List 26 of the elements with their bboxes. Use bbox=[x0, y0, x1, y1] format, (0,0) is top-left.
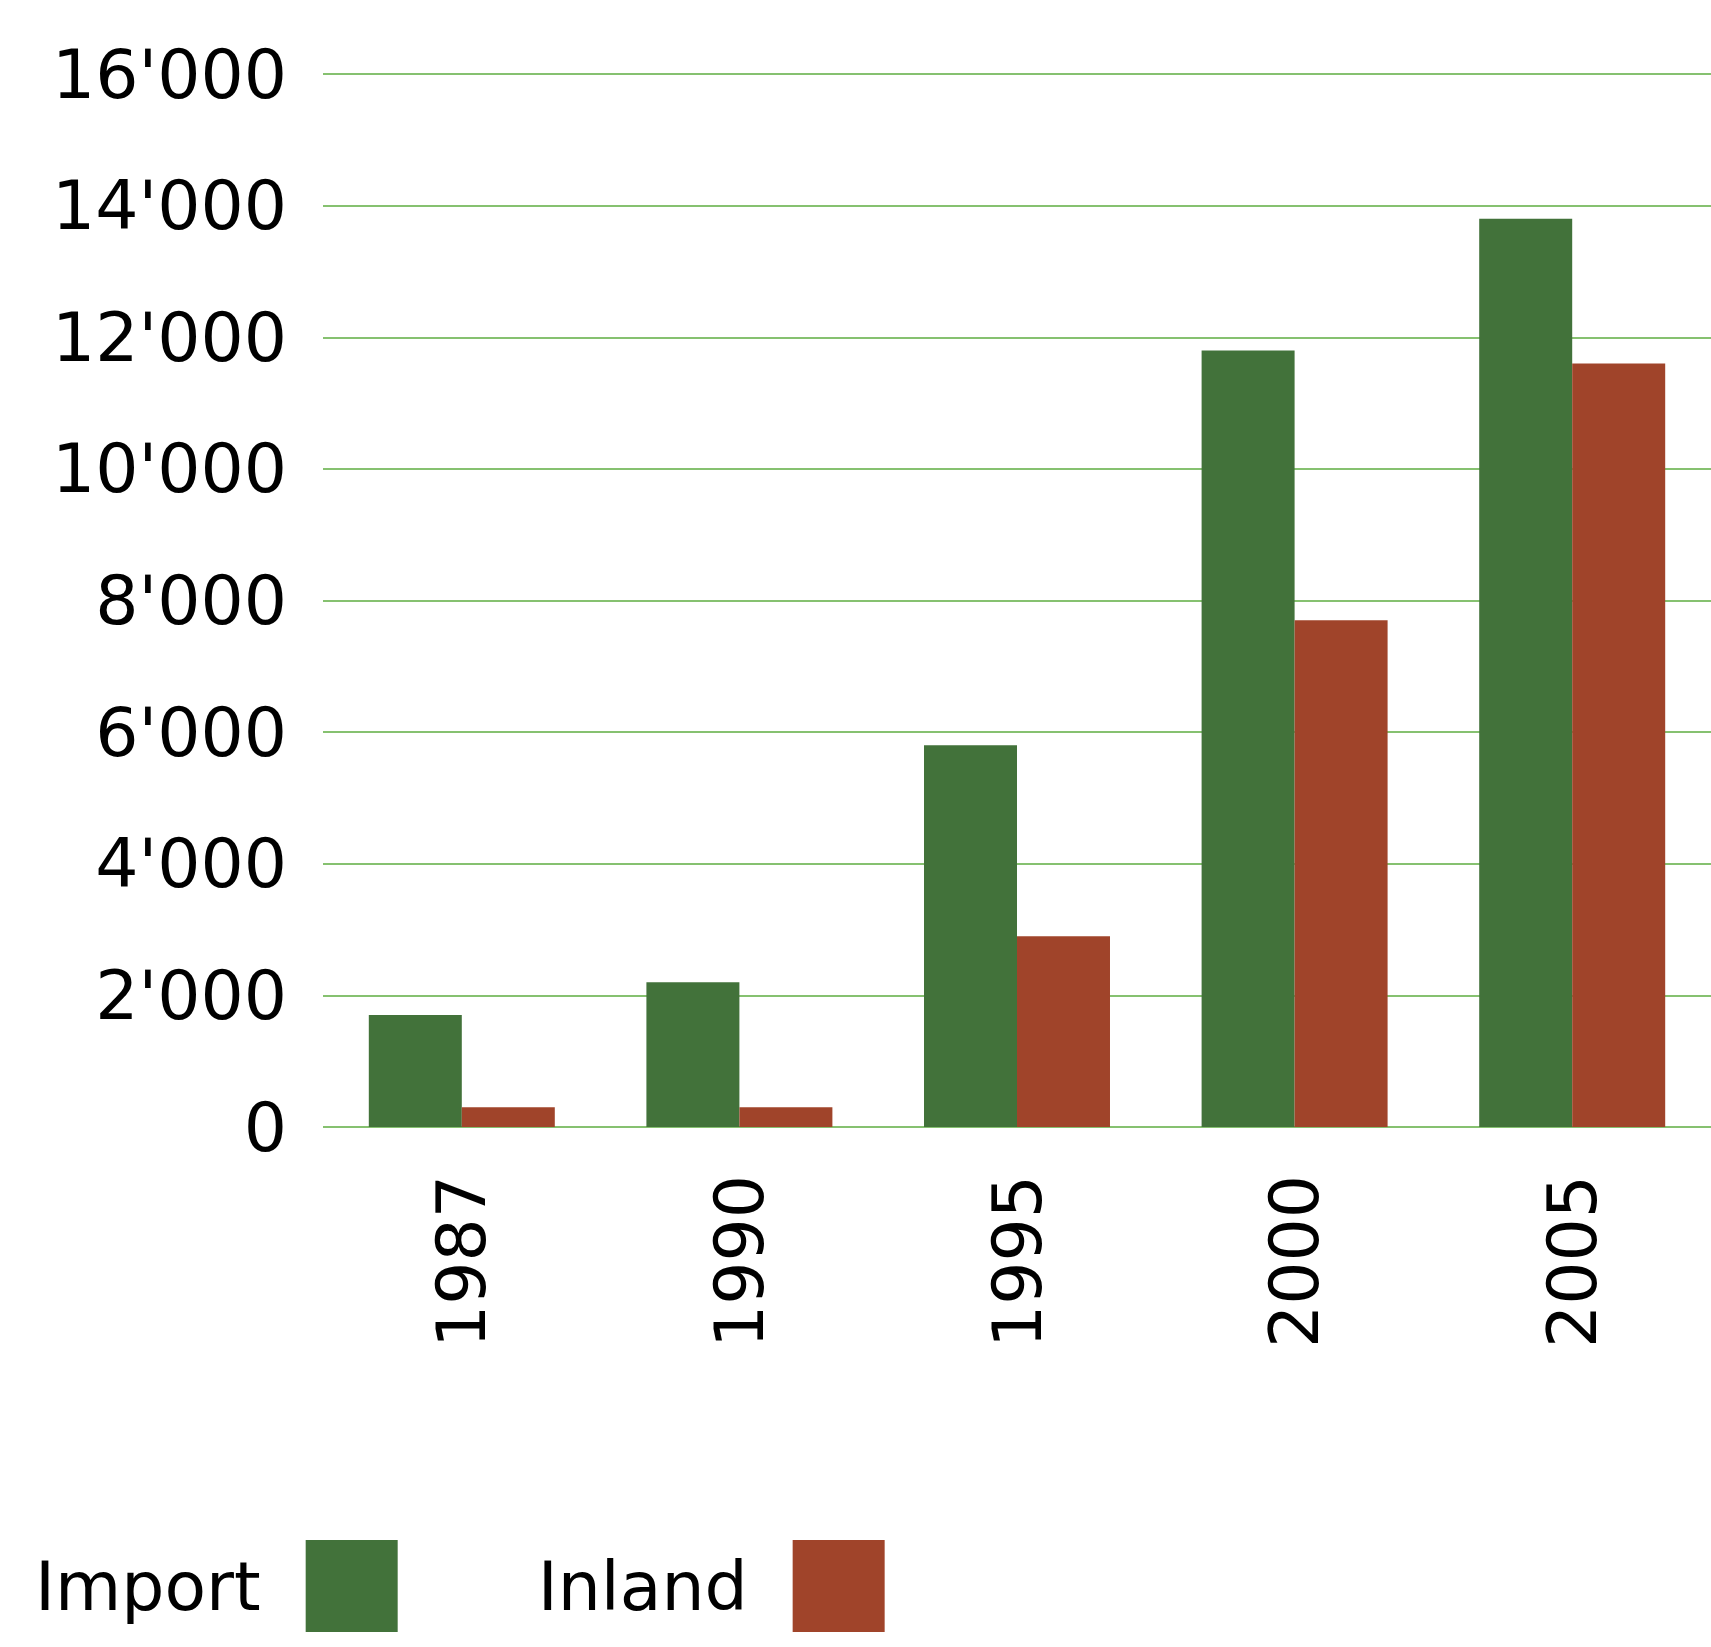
y-tick-label: 10'000 bbox=[51, 429, 287, 509]
bar bbox=[461, 1107, 555, 1127]
y-tick-label: 2'000 bbox=[95, 955, 287, 1035]
y-tick-label: 12'000 bbox=[51, 297, 287, 377]
x-tick-label: 2000 bbox=[1255, 1175, 1335, 1349]
y-tick-label: 8'000 bbox=[95, 561, 287, 640]
bar bbox=[1479, 218, 1573, 1127]
y-tick-label: 16'000 bbox=[51, 34, 287, 114]
y-tick-label: 0 bbox=[243, 1087, 287, 1167]
bar bbox=[739, 1107, 833, 1127]
bar bbox=[1201, 350, 1295, 1127]
legend-label: Inland bbox=[537, 1546, 748, 1626]
x-tick-label: 1987 bbox=[422, 1175, 502, 1349]
bar bbox=[368, 1015, 462, 1127]
x-tick-label: 1995 bbox=[977, 1175, 1057, 1349]
y-tick-label: 6'000 bbox=[95, 692, 287, 772]
bar bbox=[646, 982, 740, 1127]
x-tick-label: 2005 bbox=[1532, 1175, 1612, 1349]
bar bbox=[924, 745, 1017, 1127]
y-tick-label: 14'000 bbox=[51, 166, 287, 246]
bar bbox=[1017, 936, 1110, 1127]
y-tick-label: 4'000 bbox=[95, 824, 287, 904]
bar bbox=[1572, 363, 1666, 1127]
legend-label: Import bbox=[34, 1546, 261, 1626]
x-tick-label: 1990 bbox=[699, 1175, 779, 1349]
bar bbox=[1294, 620, 1388, 1127]
